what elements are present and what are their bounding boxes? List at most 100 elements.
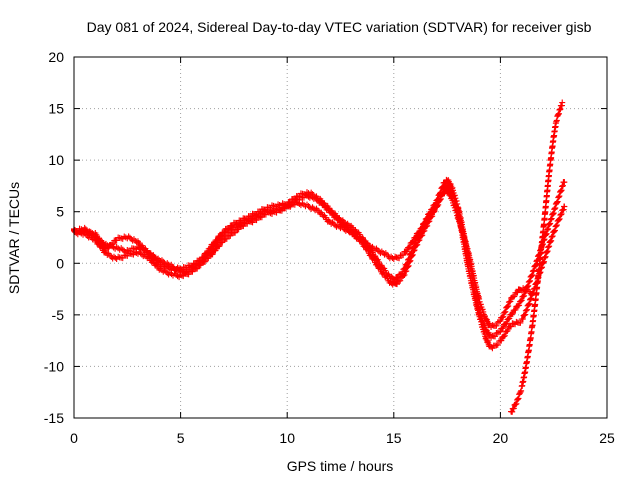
data-point (553, 222, 560, 229)
data-point (552, 204, 559, 211)
data-point (528, 273, 535, 280)
data-point (453, 197, 460, 204)
data-point (207, 245, 214, 252)
data-point (389, 254, 396, 261)
x-tick-label: 10 (279, 430, 295, 446)
data-point (555, 193, 562, 200)
data-point (437, 189, 444, 196)
data-point (305, 203, 312, 210)
data-point (409, 245, 416, 252)
data-point (521, 292, 528, 299)
data-point (514, 396, 521, 403)
data-point (518, 297, 525, 304)
data-point (492, 333, 499, 340)
data-point (556, 215, 563, 222)
data-point (523, 307, 530, 314)
data-point (504, 303, 511, 310)
data-point (424, 215, 431, 222)
data-point (525, 279, 532, 286)
plot-frame (73, 56, 608, 419)
data-point (561, 203, 568, 210)
data-point (202, 258, 209, 265)
data-point (221, 229, 228, 236)
data-point (507, 298, 514, 305)
y-axis-label: SDTVAR / TECUs (6, 182, 22, 294)
x-tick-label: 25 (599, 430, 615, 446)
data-point (528, 295, 535, 302)
data-point (112, 254, 119, 261)
data-point (412, 239, 419, 246)
data-point (511, 293, 518, 300)
data-point (434, 196, 441, 203)
data-point (194, 265, 201, 272)
data-point (205, 255, 212, 262)
chart-title: Day 081 of 2024, Sidereal Day-to-day VTE… (87, 19, 592, 35)
data-point (395, 274, 402, 281)
data-point (253, 217, 260, 224)
data-point (524, 283, 531, 290)
data-point (426, 218, 433, 225)
data-point (512, 306, 519, 313)
data-point (409, 246, 416, 253)
y-tick-label: -5 (52, 307, 65, 323)
y-tick-label: 0 (56, 255, 64, 271)
data-point (553, 221, 560, 228)
data-point (527, 277, 534, 284)
x-tick-label: 15 (386, 430, 402, 446)
data-point (561, 179, 568, 186)
data-point (550, 228, 557, 235)
data-point (204, 249, 211, 256)
data-point (235, 226, 242, 233)
data-point (519, 315, 526, 322)
data-point (554, 199, 561, 206)
data-point (500, 333, 507, 340)
data-point (414, 235, 421, 242)
data-point (393, 281, 400, 288)
x-ticks: 0 5 10 15 20 25 (70, 57, 615, 446)
data-point (488, 343, 495, 350)
data-point (405, 256, 412, 263)
data-point (227, 232, 234, 239)
y-ticks: -15 -10 -5 0 5 10 15 20 (44, 49, 607, 426)
data-point (216, 243, 223, 250)
data-point (305, 190, 312, 197)
data-point (497, 317, 504, 324)
data-point (508, 323, 515, 330)
x-tick-label: 20 (493, 430, 509, 446)
data-point (551, 227, 558, 234)
data-point (177, 271, 184, 278)
data-point (412, 240, 419, 247)
data-point (219, 239, 226, 246)
data-point (258, 214, 265, 221)
data-point (404, 248, 411, 255)
data-point (211, 240, 218, 247)
data-point (526, 278, 533, 285)
y-tick-label: 5 (56, 204, 64, 220)
data-point (197, 257, 204, 264)
data-point (200, 253, 207, 260)
data-point (432, 201, 439, 208)
data-point (527, 296, 534, 303)
data-point (454, 200, 461, 207)
data-point (424, 222, 431, 229)
data-point (164, 263, 171, 270)
data-point (498, 337, 505, 344)
data-point (399, 270, 406, 277)
data-point (232, 229, 239, 236)
plot-marks (71, 99, 568, 415)
data-point (257, 208, 264, 215)
data-point (429, 205, 436, 212)
data-point (503, 328, 510, 335)
data-point (524, 284, 531, 291)
data-point (500, 325, 507, 332)
data-point (218, 232, 225, 239)
data-point (518, 387, 525, 394)
y-tick-label: 20 (48, 49, 64, 65)
data-point (126, 234, 133, 241)
data-point (494, 341, 501, 348)
data-point (493, 322, 500, 329)
data-point (500, 313, 507, 320)
data-point (451, 192, 458, 199)
data-point (505, 302, 512, 309)
series-track-c (71, 176, 568, 341)
